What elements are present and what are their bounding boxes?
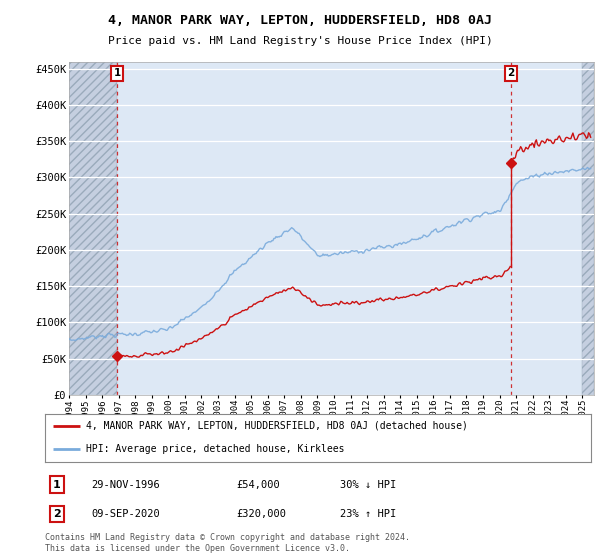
Text: HPI: Average price, detached house, Kirklees: HPI: Average price, detached house, Kirk… [86,444,344,454]
Text: 1: 1 [113,68,121,78]
Text: 4, MANOR PARK WAY, LEPTON, HUDDERSFIELD, HD8 0AJ: 4, MANOR PARK WAY, LEPTON, HUDDERSFIELD,… [108,14,492,27]
Text: 4, MANOR PARK WAY, LEPTON, HUDDERSFIELD, HD8 0AJ (detached house): 4, MANOR PARK WAY, LEPTON, HUDDERSFIELD,… [86,421,468,431]
Text: 30% ↓ HPI: 30% ↓ HPI [340,479,396,489]
Text: £54,000: £54,000 [236,479,280,489]
Text: Contains HM Land Registry data © Crown copyright and database right 2024.
This d: Contains HM Land Registry data © Crown c… [45,533,410,553]
Text: 23% ↑ HPI: 23% ↑ HPI [340,509,396,519]
Text: 2: 2 [53,509,61,519]
Bar [583,62,594,395]
Text: 1: 1 [53,479,61,489]
Text: 29-NOV-1996: 29-NOV-1996 [91,479,160,489]
Bar [69,62,117,395]
Text: 09-SEP-2020: 09-SEP-2020 [91,509,160,519]
Text: £320,000: £320,000 [236,509,286,519]
Text: 2: 2 [508,68,515,78]
Text: Price paid vs. HM Land Registry's House Price Index (HPI): Price paid vs. HM Land Registry's House … [107,36,493,46]
